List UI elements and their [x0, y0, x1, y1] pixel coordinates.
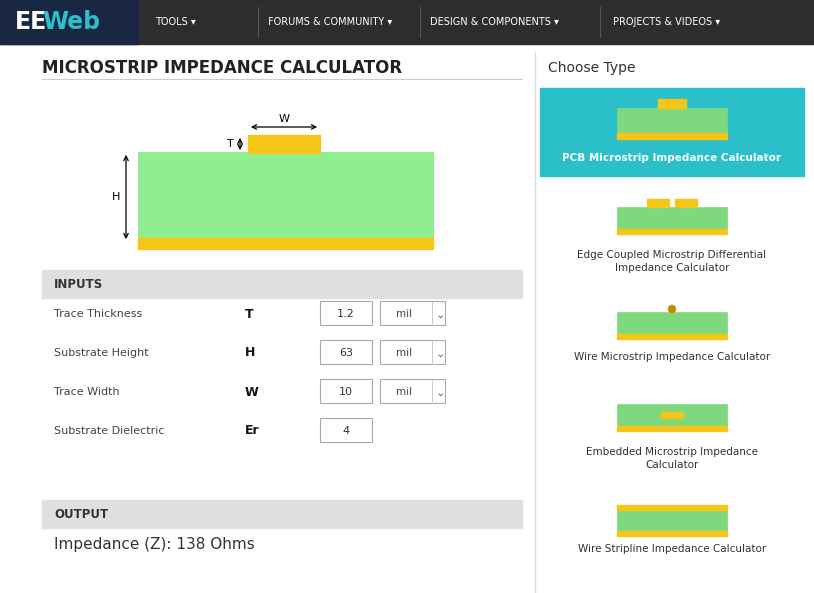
Bar — [617, 426, 727, 431]
Bar — [380, 379, 445, 403]
Bar — [617, 207, 727, 229]
Bar — [380, 301, 445, 325]
Bar — [0, 0, 138, 44]
Text: H: H — [112, 192, 120, 202]
Text: H: H — [245, 346, 256, 359]
Bar — [320, 340, 372, 364]
Text: DESIGN & COMPONENTS ▾: DESIGN & COMPONENTS ▾ — [430, 17, 559, 27]
Bar — [138, 152, 433, 242]
Bar — [320, 379, 372, 403]
Text: 10: 10 — [339, 387, 353, 397]
Text: W: W — [278, 114, 290, 124]
Circle shape — [668, 305, 676, 313]
Text: T: T — [245, 308, 254, 320]
Bar — [658, 98, 686, 107]
Text: mil: mil — [396, 387, 412, 397]
Bar — [647, 199, 669, 207]
Bar — [617, 132, 727, 139]
Text: OUTPUT: OUTPUT — [54, 508, 108, 521]
Bar — [617, 107, 727, 132]
Text: mil: mil — [396, 348, 412, 358]
Bar — [617, 229, 727, 234]
Text: T: T — [227, 139, 234, 149]
Bar — [540, 88, 804, 176]
Text: TOOLS ▾: TOOLS ▾ — [155, 17, 195, 27]
Text: Er: Er — [245, 425, 260, 438]
Text: ⌄: ⌄ — [436, 349, 445, 359]
Bar — [42, 270, 522, 298]
Text: Trace Thickness: Trace Thickness — [54, 309, 142, 319]
Text: PROJECTS & VIDEOS ▾: PROJECTS & VIDEOS ▾ — [613, 17, 720, 27]
Text: Embedded Microstrip Impedance
Calculator: Embedded Microstrip Impedance Calculator — [586, 447, 758, 470]
Text: Impedance (Z): 138 Ohms: Impedance (Z): 138 Ohms — [54, 537, 255, 551]
Text: W: W — [245, 385, 259, 398]
Bar — [617, 505, 727, 510]
Text: MICROSTRIP IMPEDANCE CALCULATOR: MICROSTRIP IMPEDANCE CALCULATOR — [42, 59, 402, 77]
Text: mil: mil — [396, 309, 412, 319]
Text: Edge Coupled Microstrip Differential
Impedance Calculator: Edge Coupled Microstrip Differential Imp… — [577, 250, 767, 273]
Text: 1.2: 1.2 — [337, 309, 355, 319]
Bar — [248, 135, 320, 153]
Text: Wire Stripline Impedance Calculator: Wire Stripline Impedance Calculator — [578, 544, 766, 554]
Bar — [42, 500, 522, 528]
Text: Choose Type: Choose Type — [548, 61, 636, 75]
Text: Trace Width: Trace Width — [54, 387, 120, 397]
Bar — [320, 301, 372, 325]
Bar — [0, 0, 814, 44]
Text: Web: Web — [42, 10, 100, 34]
Bar — [617, 312, 727, 334]
Bar — [320, 418, 372, 442]
Text: PCB Microstrip Impedance Calculator: PCB Microstrip Impedance Calculator — [562, 153, 781, 163]
Text: Substrate Dielectric: Substrate Dielectric — [54, 426, 164, 436]
Text: ⌄: ⌄ — [436, 310, 445, 320]
Bar — [380, 340, 445, 364]
Bar — [138, 238, 433, 249]
Text: Substrate Height: Substrate Height — [54, 348, 149, 358]
Text: INPUTS: INPUTS — [54, 278, 103, 291]
Bar — [617, 509, 727, 531]
Bar — [661, 412, 683, 418]
Text: ⌄: ⌄ — [436, 388, 445, 398]
Text: 63: 63 — [339, 348, 353, 358]
Bar — [617, 404, 727, 426]
Text: Wire Microstrip Impedance Calculator: Wire Microstrip Impedance Calculator — [574, 352, 770, 362]
Bar — [617, 531, 727, 536]
Bar — [617, 334, 727, 339]
Text: FORUMS & COMMUNITY ▾: FORUMS & COMMUNITY ▾ — [268, 17, 392, 27]
Bar — [675, 199, 697, 207]
Text: 4: 4 — [343, 426, 349, 436]
Text: EE: EE — [15, 10, 47, 34]
